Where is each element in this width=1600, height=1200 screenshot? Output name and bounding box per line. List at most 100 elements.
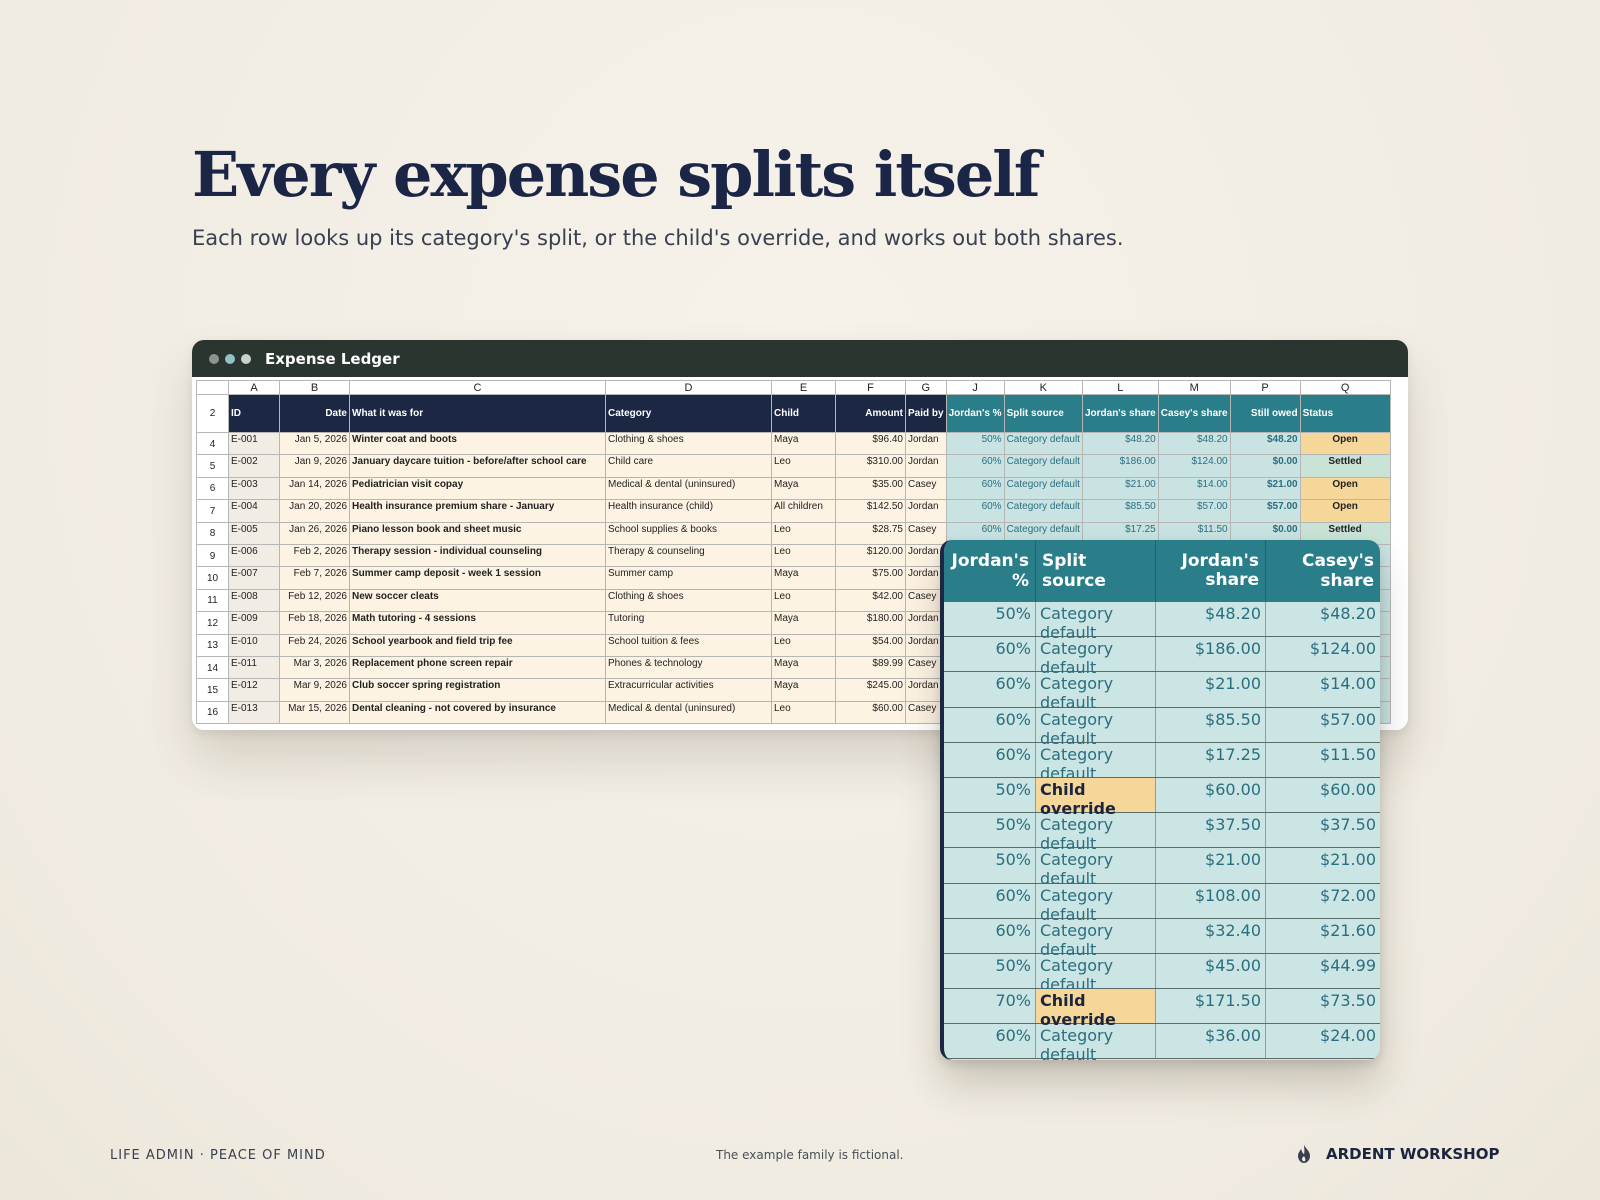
cell-date[interactable]: Jan 9, 2026: [279, 454, 350, 478]
cell-status[interactable]: Open: [1299, 431, 1391, 456]
cell-date[interactable]: Jan 5, 2026: [279, 431, 350, 456]
cell-what[interactable]: Math tutoring - 4 sessions: [349, 611, 606, 635]
row-number[interactable]: 8: [196, 521, 229, 545]
header-cell[interactable]: Casey's share: [1157, 394, 1231, 433]
row-number[interactable]: 12: [196, 611, 229, 635]
row-number[interactable]: 15: [196, 678, 229, 702]
header-cell[interactable]: Date: [279, 394, 350, 433]
cell-child[interactable]: Leo: [771, 700, 836, 725]
cell-cs[interactable]: $124.00: [1157, 454, 1231, 478]
cell-date[interactable]: Feb 7, 2026: [279, 566, 350, 590]
corner-cell[interactable]: [196, 380, 229, 395]
cell-date[interactable]: Mar 9, 2026: [279, 678, 350, 702]
header-cell[interactable]: Child: [771, 394, 836, 433]
cell-amt[interactable]: $28.75: [835, 521, 906, 545]
row-number[interactable]: 9: [196, 543, 229, 568]
cell-cat[interactable]: Clothing & shoes: [605, 588, 772, 613]
column-letter-k[interactable]: K: [1003, 380, 1083, 395]
cell-child[interactable]: Maya: [771, 611, 836, 635]
cell-what[interactable]: Replacement phone screen repair: [349, 655, 606, 680]
column-letter-c[interactable]: C: [349, 380, 606, 395]
header-cell[interactable]: Category: [605, 394, 772, 433]
column-letter-l[interactable]: L: [1081, 380, 1159, 395]
table-row[interactable]: 4 E-001 Jan 5, 2026 Winter coat and boots Cl…: [196, 431, 1391, 456]
cell-paid[interactable]: Casey: [905, 588, 947, 613]
cell-paid[interactable]: Casey: [905, 521, 947, 545]
cell-owed[interactable]: $0.00: [1229, 454, 1301, 478]
cell-cat[interactable]: Phones & technology: [605, 655, 772, 680]
row-number[interactable]: 14: [196, 655, 229, 680]
cell-paid[interactable]: Casey: [905, 655, 947, 680]
cell-src[interactable]: Category default: [1003, 476, 1083, 501]
cell-id[interactable]: E-013: [228, 700, 280, 725]
cell-date[interactable]: Mar 15, 2026: [279, 700, 350, 725]
table-row[interactable]: 5 E-002 Jan 9, 2026 January daycare tuition…: [196, 454, 1391, 478]
cell-date[interactable]: Mar 3, 2026: [279, 655, 350, 680]
cell-amt[interactable]: $60.00: [835, 700, 906, 725]
cell-js[interactable]: $17.25: [1081, 521, 1159, 545]
cell-owed[interactable]: $0.00: [1229, 521, 1301, 545]
header-cell[interactable]: Jordan's share: [1081, 394, 1159, 433]
cell-child[interactable]: Leo: [771, 521, 836, 545]
cell-src[interactable]: Category default: [1003, 499, 1083, 523]
header-cell[interactable]: Still owed: [1229, 394, 1301, 433]
cell-date[interactable]: Feb 24, 2026: [279, 633, 350, 657]
cell-cat[interactable]: Extracurricular activities: [605, 678, 772, 702]
column-letter-p[interactable]: P: [1229, 380, 1301, 395]
cell-id[interactable]: E-011: [228, 655, 280, 680]
cell-what[interactable]: New soccer cleats: [349, 588, 606, 613]
cell-src[interactable]: Category default: [1003, 431, 1083, 456]
cell-status[interactable]: Settled: [1299, 521, 1391, 545]
table-row[interactable]: 7 E-004 Jan 20, 2026 Health insurance premi…: [196, 499, 1391, 523]
cell-amt[interactable]: $75.00: [835, 566, 906, 590]
cell-status[interactable]: Open: [1299, 476, 1391, 501]
cell-paid[interactable]: Jordan: [905, 566, 947, 590]
column-letter-q[interactable]: Q: [1299, 380, 1391, 395]
cell-date[interactable]: Feb 18, 2026: [279, 611, 350, 635]
cell-amt[interactable]: $89.99: [835, 655, 906, 680]
window-minimize-dot[interactable]: [225, 353, 235, 364]
cell-amt[interactable]: $245.00: [835, 678, 906, 702]
header-cell[interactable]: Jordan's %: [945, 394, 1005, 433]
cell-cat[interactable]: Therapy & counseling: [605, 543, 772, 568]
cell-paid[interactable]: Casey: [905, 700, 947, 725]
cell-pct[interactable]: 60%: [945, 454, 1005, 478]
cell-date[interactable]: Jan 14, 2026: [279, 476, 350, 501]
cell-child[interactable]: Maya: [771, 655, 836, 680]
cell-js[interactable]: $21.00: [1081, 476, 1159, 501]
cell-cat[interactable]: Clothing & shoes: [605, 431, 772, 456]
cell-cat[interactable]: School supplies & books: [605, 521, 772, 545]
cell-owed[interactable]: $21.00: [1229, 476, 1301, 501]
cell-id[interactable]: E-010: [228, 633, 280, 657]
row-number[interactable]: 7: [196, 499, 229, 523]
cell-what[interactable]: Therapy session - individual counseling: [349, 543, 606, 568]
cell-id[interactable]: E-004: [228, 499, 280, 523]
cell-date[interactable]: Jan 26, 2026: [279, 521, 350, 545]
cell-owed[interactable]: $57.00: [1229, 499, 1301, 523]
cell-paid[interactable]: Jordan: [905, 499, 947, 523]
cell-what[interactable]: Dental cleaning - not covered by insuran…: [349, 700, 606, 725]
column-letter-g[interactable]: G: [905, 380, 947, 395]
cell-id[interactable]: E-006: [228, 543, 280, 568]
cell-js[interactable]: $85.50: [1081, 499, 1159, 523]
row-number[interactable]: 11: [196, 588, 229, 613]
table-row[interactable]: 6 E-003 Jan 14, 2026 Pediatrician visit cop…: [196, 476, 1391, 501]
row-number[interactable]: 10: [196, 566, 229, 590]
cell-amt[interactable]: $42.00: [835, 588, 906, 613]
cell-cat[interactable]: Medical & dental (uninsured): [605, 700, 772, 725]
cell-pct[interactable]: 60%: [945, 476, 1005, 501]
column-letter-d[interactable]: D: [605, 380, 772, 395]
cell-what[interactable]: Pediatrician visit copay: [349, 476, 606, 501]
cell-amt[interactable]: $35.00: [835, 476, 906, 501]
cell-js[interactable]: $186.00: [1081, 454, 1159, 478]
cell-amt[interactable]: $120.00: [835, 543, 906, 568]
cell-cs[interactable]: $57.00: [1157, 499, 1231, 523]
cell-js[interactable]: $48.20: [1081, 431, 1159, 456]
header-cell[interactable]: ID: [228, 394, 280, 433]
cell-cat[interactable]: School tuition & fees: [605, 633, 772, 657]
table-row[interactable]: 8 E-005 Jan 26, 2026 Piano lesson book and …: [196, 521, 1391, 545]
cell-amt[interactable]: $310.00: [835, 454, 906, 478]
cell-cs[interactable]: $11.50: [1157, 521, 1231, 545]
cell-cs[interactable]: $14.00: [1157, 476, 1231, 501]
cell-paid[interactable]: Jordan: [905, 431, 947, 456]
